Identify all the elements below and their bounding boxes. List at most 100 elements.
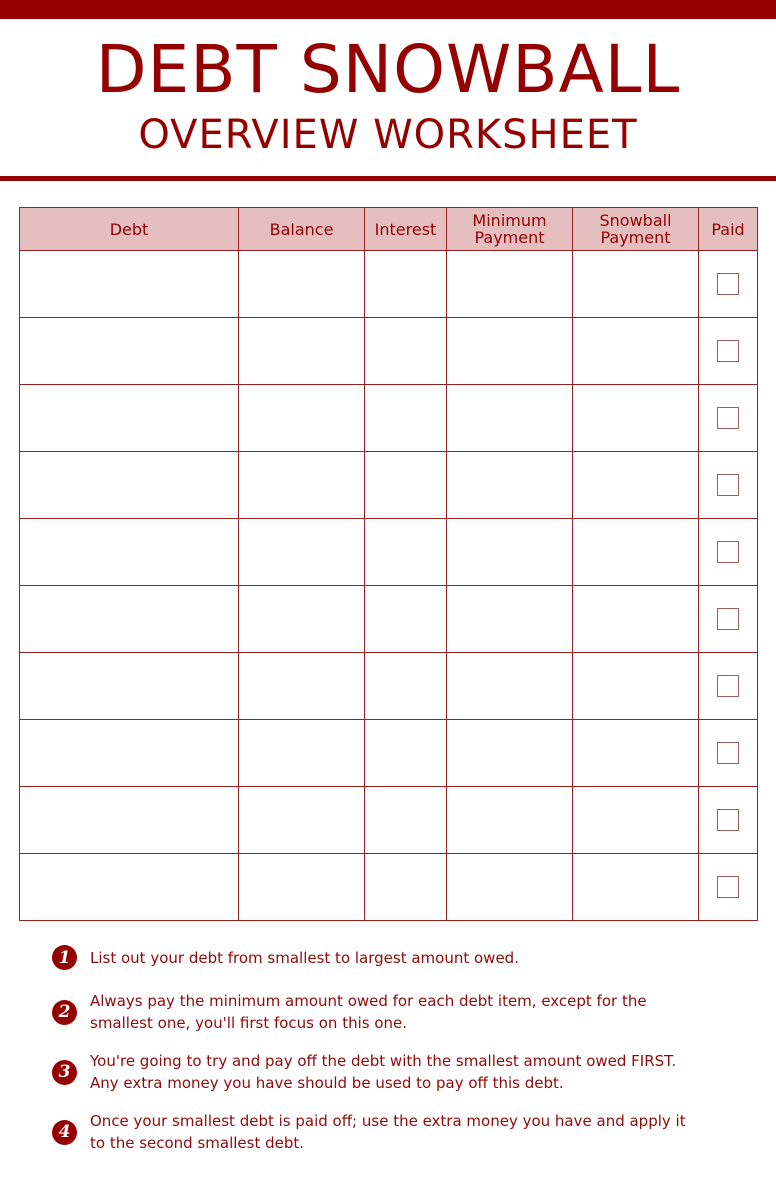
minimum-payment-cell[interactable]: [446, 317, 573, 385]
balance-cell[interactable]: [238, 719, 365, 787]
paid-checkbox[interactable]: [717, 742, 739, 764]
minimum-payment-cell[interactable]: [446, 451, 573, 519]
balance-cell[interactable]: [238, 317, 365, 385]
interest-cell[interactable]: [364, 853, 447, 921]
balance-cell[interactable]: [238, 786, 365, 854]
paid-cell: [698, 585, 758, 653]
instruction-item: 2 Always pay the minimum amount owed for…: [52, 990, 672, 1034]
table-row: [19, 719, 758, 787]
debt-cell[interactable]: [19, 451, 239, 519]
snowball-payment-cell[interactable]: [572, 518, 699, 586]
page-subtitle: OVERVIEW WORKSHEET: [138, 112, 638, 158]
paid-checkbox[interactable]: [717, 407, 739, 429]
minimum-payment-cell[interactable]: [446, 786, 573, 854]
paid-cell: [698, 853, 758, 921]
paid-checkbox[interactable]: [717, 876, 739, 898]
column-header-debt: Debt: [19, 207, 239, 251]
paid-checkbox[interactable]: [717, 541, 739, 563]
paid-checkbox[interactable]: [717, 675, 739, 697]
instruction-item: 3 You're going to try and pay off the de…: [52, 1050, 702, 1094]
debt-cell[interactable]: [19, 652, 239, 720]
paid-checkbox[interactable]: [717, 340, 739, 362]
instructions: 1 List out your debt from smallest to la…: [52, 945, 752, 1170]
step-number-icon: 1: [52, 945, 77, 970]
instruction-item: 4 Once your smallest debt is paid off; u…: [52, 1110, 692, 1154]
table-row: [19, 853, 758, 921]
paid-cell: [698, 518, 758, 586]
instruction-text: Always pay the minimum amount owed for e…: [90, 992, 647, 1032]
debt-cell[interactable]: [19, 853, 239, 921]
interest-cell[interactable]: [364, 719, 447, 787]
minimum-payment-cell[interactable]: [446, 518, 573, 586]
paid-cell: [698, 451, 758, 519]
minimum-payment-cell[interactable]: [446, 250, 573, 318]
interest-cell[interactable]: [364, 384, 447, 452]
balance-cell[interactable]: [238, 518, 365, 586]
instruction-text: List out your debt from smallest to larg…: [90, 948, 519, 967]
balance-cell[interactable]: [238, 853, 365, 921]
paid-cell: [698, 317, 758, 385]
step-number-icon: 3: [52, 1059, 77, 1085]
table-row: [19, 518, 758, 586]
debt-cell[interactable]: [19, 719, 239, 787]
interest-cell[interactable]: [364, 451, 447, 519]
column-header-balance: Balance: [238, 207, 365, 251]
divider: [0, 176, 776, 181]
snowball-payment-cell[interactable]: [572, 451, 699, 519]
instruction-text: Once your smallest debt is paid off; use…: [90, 1112, 686, 1152]
snowball-payment-cell[interactable]: [572, 853, 699, 921]
column-header-paid: Paid: [698, 207, 758, 251]
column-header-interest: Interest: [364, 207, 447, 251]
debt-cell[interactable]: [19, 317, 239, 385]
debt-cell[interactable]: [19, 250, 239, 318]
debt-cell[interactable]: [19, 585, 239, 653]
minimum-payment-cell[interactable]: [446, 853, 573, 921]
snowball-payment-cell[interactable]: [572, 786, 699, 854]
instruction-item: 1 List out your debt from smallest to la…: [52, 945, 752, 970]
interest-cell[interactable]: [364, 518, 447, 586]
snowball-payment-cell[interactable]: [572, 719, 699, 787]
step-number-icon: 2: [52, 999, 77, 1025]
minimum-payment-cell[interactable]: [446, 719, 573, 787]
minimum-payment-cell[interactable]: [446, 652, 573, 720]
interest-cell[interactable]: [364, 585, 447, 653]
snowball-payment-cell[interactable]: [572, 652, 699, 720]
table-row: [19, 652, 758, 720]
snowball-payment-cell[interactable]: [572, 317, 699, 385]
snowball-payment-cell[interactable]: [572, 384, 699, 452]
paid-cell: [698, 652, 758, 720]
paid-checkbox[interactable]: [717, 474, 739, 496]
page-title: DEBT SNOWBALL: [95, 31, 681, 108]
debt-cell[interactable]: [19, 786, 239, 854]
debt-cell[interactable]: [19, 518, 239, 586]
table-row: [19, 317, 758, 385]
minimum-payment-cell[interactable]: [446, 585, 573, 653]
table-row: [19, 250, 758, 318]
balance-cell[interactable]: [238, 451, 365, 519]
instruction-text: You're going to try and pay off the debt…: [90, 1052, 677, 1092]
table-row: [19, 786, 758, 854]
paid-cell: [698, 384, 758, 452]
paid-checkbox[interactable]: [717, 273, 739, 295]
interest-cell[interactable]: [364, 786, 447, 854]
table-row: [19, 585, 758, 653]
paid-cell: [698, 250, 758, 318]
top-bar: [0, 0, 776, 19]
table-row: [19, 451, 758, 519]
interest-cell[interactable]: [364, 250, 447, 318]
debt-table: Debt Balance Interest Minimum Payment Sn…: [19, 207, 758, 921]
debt-cell[interactable]: [19, 384, 239, 452]
balance-cell[interactable]: [238, 585, 365, 653]
balance-cell[interactable]: [238, 384, 365, 452]
step-number-icon: 4: [52, 1119, 77, 1145]
snowball-payment-cell[interactable]: [572, 585, 699, 653]
balance-cell[interactable]: [238, 652, 365, 720]
column-header-snowball-payment: Snowball Payment: [572, 207, 699, 251]
balance-cell[interactable]: [238, 250, 365, 318]
snowball-payment-cell[interactable]: [572, 250, 699, 318]
minimum-payment-cell[interactable]: [446, 384, 573, 452]
paid-checkbox[interactable]: [717, 608, 739, 630]
interest-cell[interactable]: [364, 317, 447, 385]
interest-cell[interactable]: [364, 652, 447, 720]
paid-checkbox[interactable]: [717, 809, 739, 831]
